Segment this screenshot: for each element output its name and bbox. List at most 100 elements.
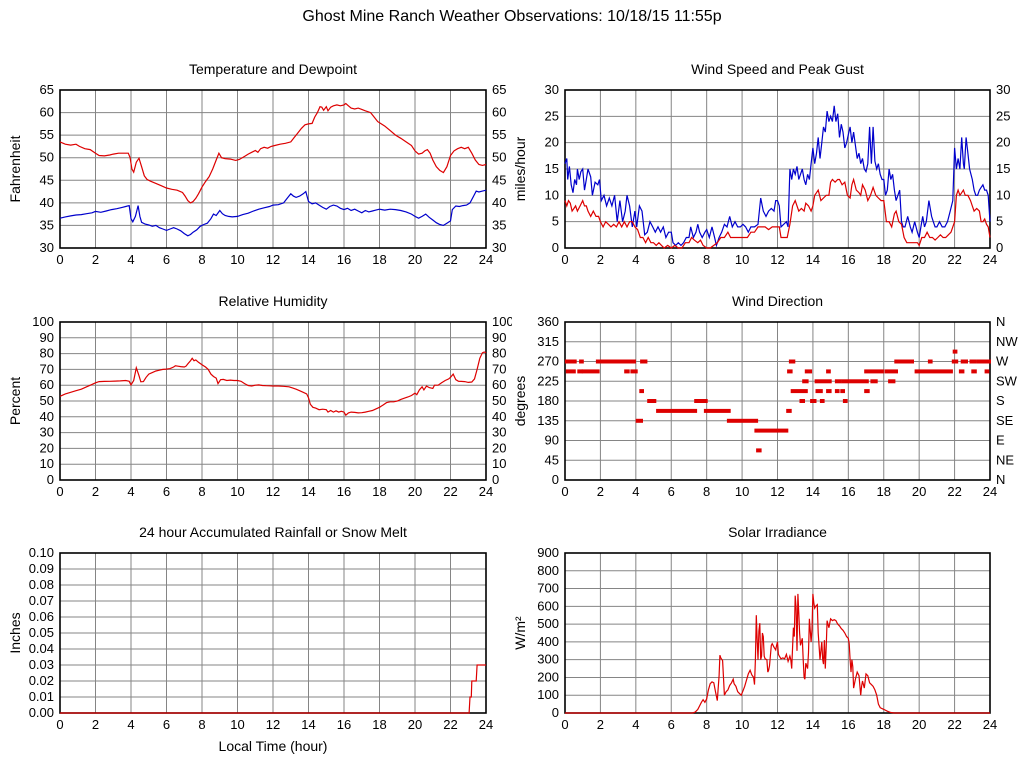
temperature-dewpoint-xtick: 0: [56, 252, 63, 267]
rainfall-xtick: 4: [127, 717, 134, 732]
rainfall-xtick: 20: [408, 717, 422, 732]
temperature-dewpoint-ytick-right: 35: [492, 217, 506, 232]
temperature-dewpoint-ytick-right: 40: [492, 195, 506, 210]
wind-speed-gust-ylabel: miles/hour: [512, 136, 528, 201]
wind-direction-marks-mark: [630, 369, 638, 374]
temperature-dewpoint-xtick: 12: [266, 252, 280, 267]
relative-humidity-ylabel: Percent: [7, 377, 23, 425]
temperature-dewpoint-ytick-right: 50: [492, 150, 506, 165]
wind-direction-marks-mark: [754, 428, 789, 433]
solar-irradiance-ytick: 900: [537, 545, 559, 560]
wind-speed-gust-xtick: 24: [983, 252, 997, 267]
temperature-dewpoint-xtick: 8: [198, 252, 205, 267]
wind-direction-marks-mark: [802, 379, 809, 384]
wind-direction-title: Wind Direction: [732, 293, 823, 309]
rainfall-ytick: 0.03: [29, 657, 54, 672]
wind-speed-line: [564, 177, 991, 249]
wind-direction-marks-mark: [635, 418, 643, 423]
wind-direction-ytick: 270: [537, 354, 559, 369]
wind-direction-marks-mark: [640, 359, 648, 364]
rainfall-title: 24 hour Accumulated Rainfall or Snow Mel…: [139, 524, 407, 540]
temperature-dewpoint-xtick: 2: [92, 252, 99, 267]
relative-humidity-xtick: 16: [337, 484, 351, 499]
rainfall-ytick: 0.05: [29, 625, 54, 640]
rainfall-ytick: 0.02: [29, 673, 54, 688]
wind-speed-gust-xtick: 16: [841, 252, 855, 267]
relative-humidity-ytick-right: 70: [492, 361, 506, 376]
wind-direction-xtick: 0: [561, 484, 568, 499]
relative-humidity-ytick: 50: [40, 393, 54, 408]
solar-irradiance-ytick: 600: [537, 598, 559, 613]
wind-direction-ytick-right: E: [996, 433, 1005, 448]
wind-speed-gust-ytick-right: 20: [996, 135, 1010, 150]
wind-direction-marks-mark: [579, 359, 584, 364]
wind-speed-gust-ytick-right: 5: [996, 214, 1003, 229]
rainfall-chart: 0.00 0.01 0.02 0.03 0.04 0.05 0.06 0.07 0.08 0.09…: [0, 511, 512, 768]
solar-irradiance-xtick: 16: [841, 717, 855, 732]
wind-speed-gust-xtick: 14: [806, 252, 820, 267]
temperature-dewpoint-ylabel: Fahrenheit: [7, 135, 23, 202]
wind-direction-ytick-right: N: [996, 314, 1005, 329]
relative-humidity-ytick-right: 60: [492, 377, 506, 392]
temperature-dewpoint-xtick: 6: [163, 252, 170, 267]
rainfall-xtick: 2: [92, 717, 99, 732]
wind-direction-marks-mark: [564, 359, 574, 364]
solar-irradiance-ytick: 400: [537, 634, 559, 649]
wind-direction-ytick: 360: [537, 314, 559, 329]
relative-humidity-ytick-right: 80: [492, 346, 506, 361]
relative-humidity-ytick: 60: [40, 377, 54, 392]
rainfall-accumulated-line: [60, 664, 486, 714]
temperature-dewpoint-xtick: 20: [408, 252, 422, 267]
wind-direction-marks-mark: [788, 359, 796, 364]
solar-irradiance-xtick: 24: [983, 717, 997, 732]
solar-irradiance-xtick: 10: [735, 717, 749, 732]
wind-direction-xtick: 16: [841, 484, 855, 499]
rainfall-xtick: 8: [198, 717, 205, 732]
wind-direction-marks-mark: [819, 399, 825, 403]
rainfall-ytick: 0.00: [29, 705, 54, 720]
temperature-dewpoint-chart: 30 30 35 35 40 40 45 45 50 50 55 55 60 60 65 65 0 2 4 6 8 10 1…: [0, 48, 512, 280]
wind-direction-xtick: 14: [806, 484, 820, 499]
wind-direction-ytick: 0: [552, 472, 559, 487]
wind-direction-marks-mark: [787, 369, 793, 374]
wind-speed-gust-ytick: 10: [545, 187, 559, 202]
solar-irradiance-xtick: 18: [877, 717, 891, 732]
temperature-dewpoint-xtick: 16: [337, 252, 351, 267]
wind-direction-xtick: 4: [632, 484, 639, 499]
wind-speed-gust-xtick: 4: [632, 252, 639, 267]
relative-humidity-xtick: 6: [163, 484, 170, 499]
rainfall-xtick: 14: [301, 717, 315, 732]
wind-direction-marks-mark: [834, 379, 842, 384]
wind-direction-ytick-right: SE: [996, 413, 1014, 428]
wind-direction-xtick: 6: [668, 484, 675, 499]
wind-speed-gust-xtick: 10: [735, 252, 749, 267]
wind-direction-marks-mark: [864, 389, 870, 394]
temperature-dewpoint-ytick-right: 60: [492, 105, 506, 120]
solar-irradiance-ytick: 200: [537, 669, 559, 684]
wind-direction-marks-mark: [647, 399, 657, 403]
wind-direction-marks-mark: [958, 369, 965, 374]
relative-humidity-ytick: 30: [40, 425, 54, 440]
rainfall-xtick: 16: [337, 717, 351, 732]
wind-speed-gust-ytick: 0: [552, 240, 559, 255]
rainfall-xtick: 18: [372, 717, 386, 732]
wind-direction-marks-mark: [656, 408, 698, 413]
peak-gust-line: [564, 105, 991, 248]
relative-humidity-ytick-right: 50: [492, 393, 506, 408]
wind-speed-gust-xtick: 6: [668, 252, 675, 267]
solar-irradiance-xtick: 8: [703, 717, 710, 732]
wind-direction-ytick: 225: [537, 373, 559, 388]
wind-direction-marks-mark: [790, 389, 808, 394]
rainfall-ytick: 0.04: [29, 641, 54, 656]
wind-direction-marks-mark: [810, 399, 817, 403]
wind-speed-gust-ytick: 30: [545, 82, 559, 97]
relative-humidity-ytick: 100: [32, 314, 54, 329]
temperature-dewpoint-ytick: 40: [40, 195, 54, 210]
wind-direction-marks-mark: [927, 359, 933, 364]
solar-irradiance-xtick: 22: [947, 717, 961, 732]
solar-irradiance-xtick: 4: [632, 717, 639, 732]
wind-direction-marks-mark: [726, 418, 759, 423]
wind-direction-marks-mark: [814, 379, 832, 384]
